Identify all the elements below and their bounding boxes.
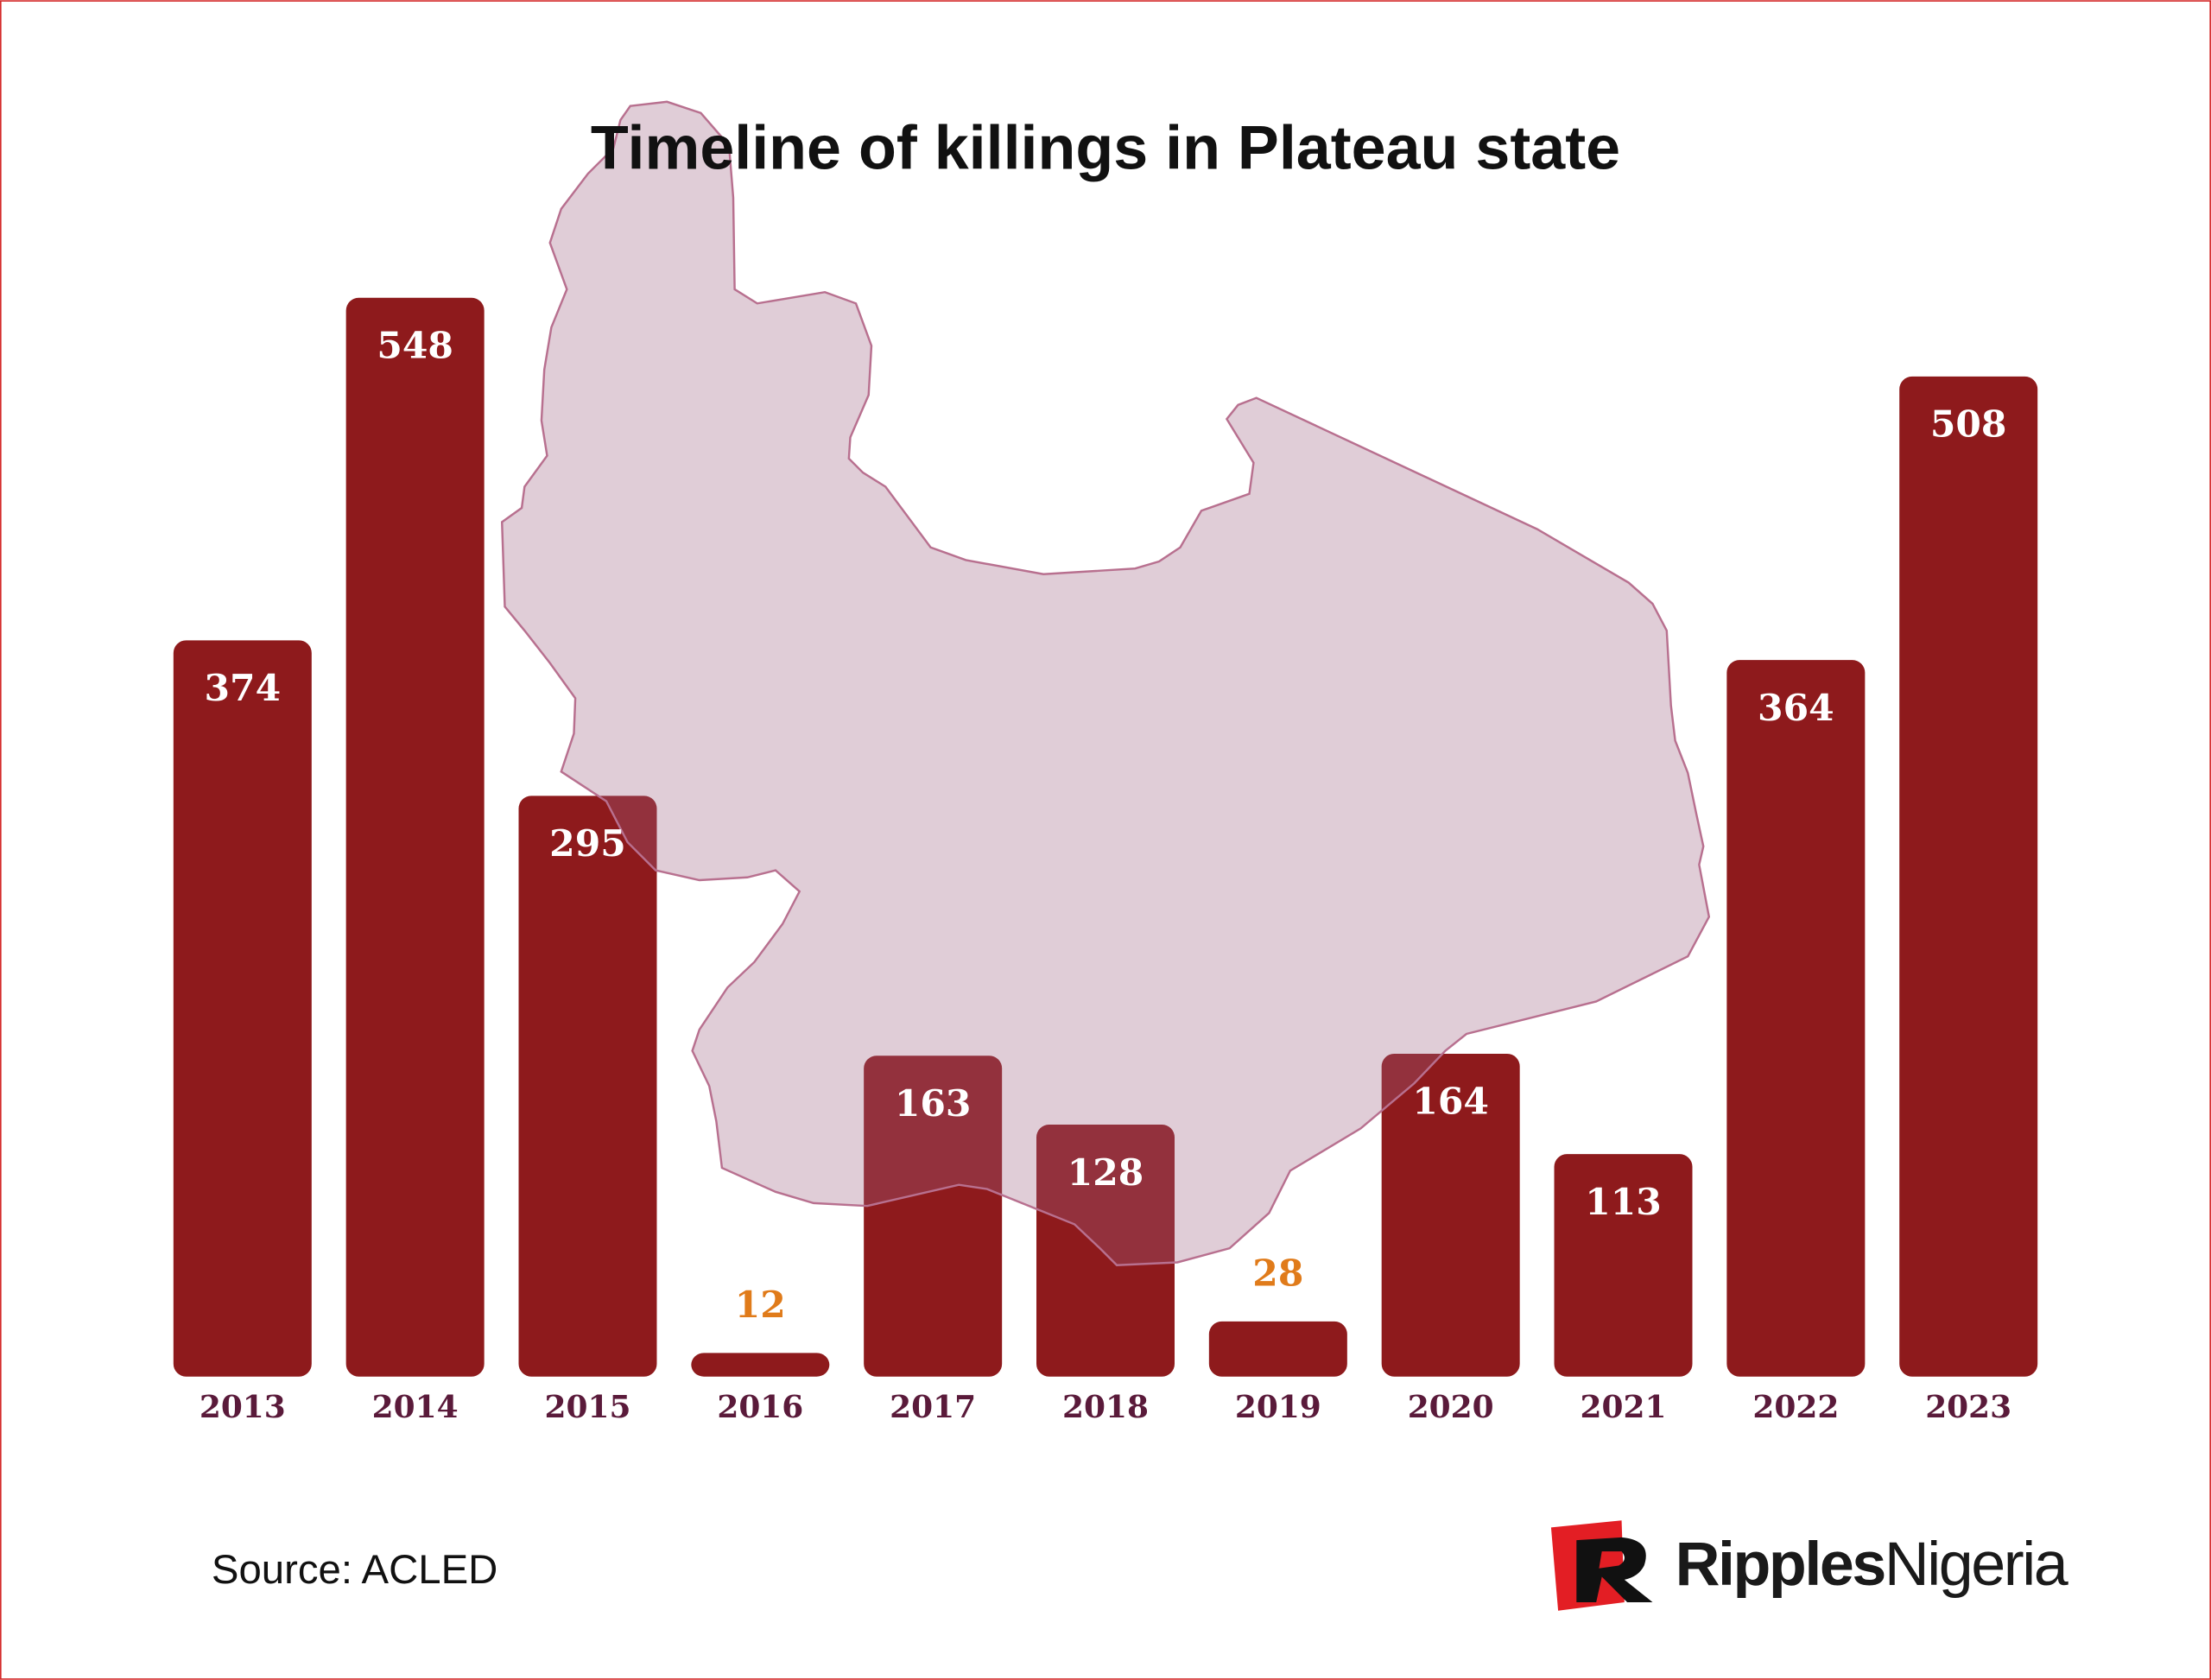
bar <box>173 640 312 1377</box>
chart-title: Timeline of killings in Plateau state <box>591 114 1620 183</box>
x-tick-label: 2016 <box>717 1389 803 1425</box>
x-tick-label: 2023 <box>1925 1389 2011 1425</box>
value-label: 128 <box>1067 1151 1144 1195</box>
value-label: 163 <box>895 1082 972 1125</box>
bar <box>1036 1124 1175 1377</box>
value-label: 12 <box>735 1284 786 1327</box>
x-tick-label: 2015 <box>545 1389 631 1425</box>
bar <box>1554 1154 1693 1377</box>
bar <box>1726 660 1866 1377</box>
x-tick-label: 2020 <box>1408 1389 1494 1425</box>
logo-text: RipplesNigeria <box>1676 1530 2068 1599</box>
x-tick-label: 2017 <box>890 1389 976 1425</box>
value-label: 164 <box>1412 1081 1489 1124</box>
value-label: 113 <box>1585 1181 1662 1224</box>
logo-light: Nigeria <box>1885 1530 2068 1599</box>
bar <box>864 1056 1003 1377</box>
labels: 374 2013 548 2014 295 2015 12 2016 163 2017 128 201… <box>200 325 2011 1425</box>
bar <box>1899 376 2038 1377</box>
x-tick-label: 2014 <box>372 1389 459 1425</box>
value-label: 374 <box>205 667 282 710</box>
value-label: 28 <box>1252 1252 1303 1296</box>
bar <box>1381 1053 1520 1377</box>
bar <box>1208 1321 1347 1377</box>
logo: RipplesNigeria <box>1550 1520 2070 1611</box>
value-label: 508 <box>1930 403 2007 447</box>
source: Source: ACLED <box>212 1547 497 1593</box>
x-tick-label: 2018 <box>1062 1389 1149 1425</box>
bar <box>691 1353 830 1377</box>
bar <box>518 796 657 1377</box>
x-tick-label: 2013 <box>200 1389 286 1425</box>
value-label: 364 <box>1758 687 1834 730</box>
logo-r <box>1576 1537 1653 1602</box>
x-tick-label: 2021 <box>1581 1389 1667 1425</box>
bar <box>345 297 485 1377</box>
x-tick-label: 2019 <box>1235 1389 1321 1425</box>
bars <box>173 297 2038 1377</box>
x-tick-label: 2022 <box>1752 1389 1839 1425</box>
plateau-map <box>500 100 1711 1266</box>
logo-bold: Ripples <box>1676 1530 1885 1599</box>
value-label: 295 <box>549 822 626 865</box>
value-label: 548 <box>377 325 453 368</box>
